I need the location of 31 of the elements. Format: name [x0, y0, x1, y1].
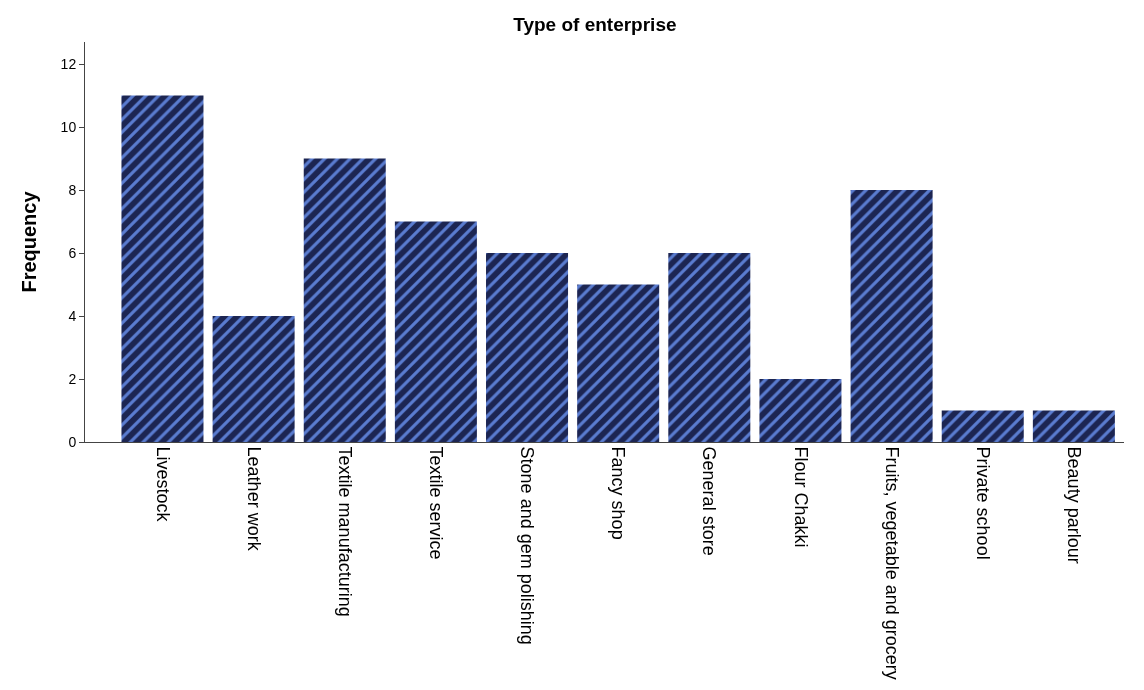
x-tick-label: Beauty parlour [1064, 446, 1085, 564]
x-tick-label: Private school [972, 446, 993, 560]
x-tick-label: Leather work [243, 446, 264, 552]
x-tick-label: Textile service [426, 446, 447, 560]
bar [1032, 410, 1115, 442]
y-tick-label: 0 [68, 433, 77, 450]
x-tick-label: Fancy shop [608, 446, 629, 540]
x-tick-label: Flour Chakki [790, 446, 811, 548]
bar [759, 379, 842, 442]
y-tick-label: 6 [68, 244, 77, 261]
x-tick-label: Livestock [152, 446, 173, 523]
x-tick-label: Stone and gem polishing [517, 446, 538, 645]
x-tick-label: Textile manufacturing [334, 446, 355, 617]
y-tick-label: 8 [68, 181, 77, 198]
bar [941, 410, 1024, 442]
bar [486, 253, 569, 442]
x-tick-label: General store [699, 446, 720, 556]
bar [121, 95, 204, 442]
bar [394, 221, 477, 442]
y-axis-title: Frequency [18, 190, 41, 293]
y-tick-label: 12 [60, 55, 77, 72]
chart-title: Type of enterprise [513, 13, 677, 35]
y-tick-label: 2 [68, 370, 77, 387]
bar [668, 253, 751, 442]
bar [577, 284, 660, 442]
bar [212, 316, 295, 442]
bar [303, 158, 386, 442]
y-tick-label: 10 [60, 118, 77, 135]
y-tick-label: 4 [68, 307, 77, 324]
x-tick-label: Fruits, vegetable and grocery [881, 446, 902, 680]
bar [850, 190, 933, 442]
